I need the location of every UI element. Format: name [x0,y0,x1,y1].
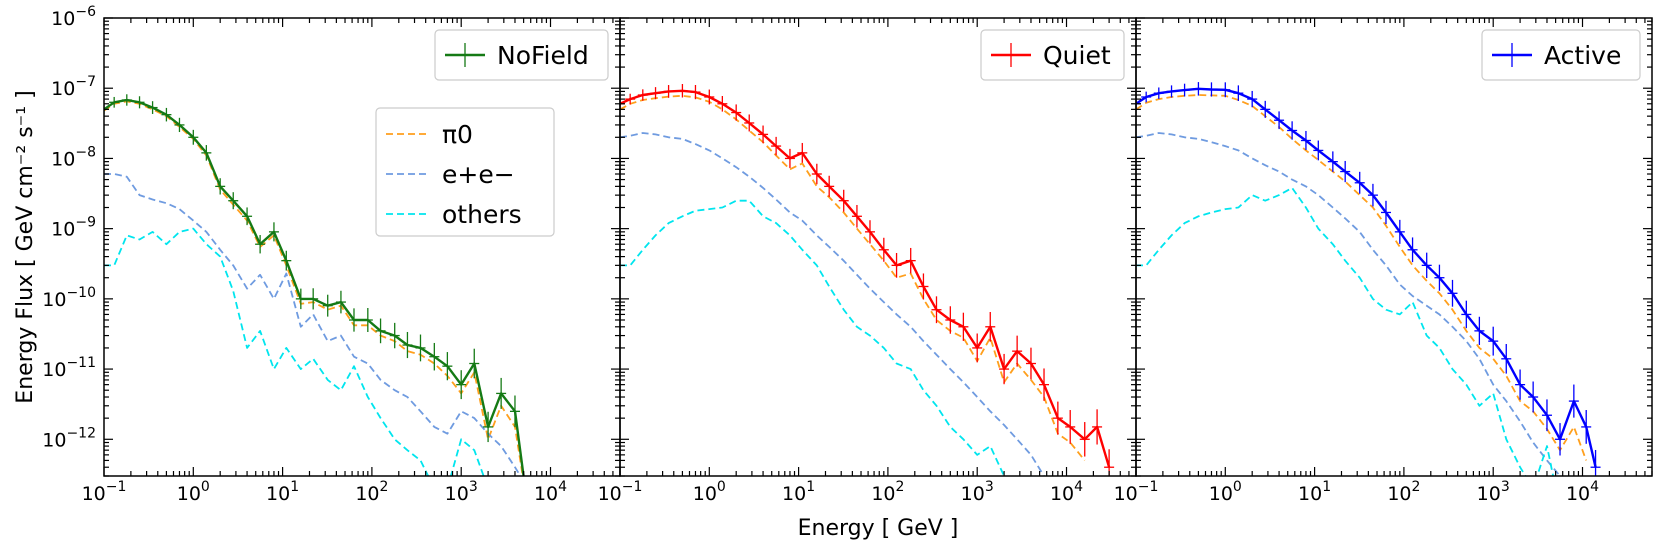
legend-box [980,29,1125,81]
y-tick-label: 10−8 [51,144,96,170]
data-layer [104,82,1601,476]
x-tick-label: 102 [355,479,388,505]
y-tick-label: 10−7 [51,74,96,100]
y-tick-label: 10−6 [51,4,96,30]
legend-quiet: Quiet [980,29,1125,81]
x-tick-label: 10−1 [1114,479,1159,505]
series-quiet-ee [620,132,1045,476]
x-tick-label: 101 [782,479,815,505]
x-tick-label: 104 [1566,479,1599,505]
legend-active: Active [1481,29,1641,81]
panel-quiet-frame [619,17,1137,477]
y-tick-label: 10−12 [42,425,96,451]
x-tick-label: 100 [693,479,726,505]
x-tick-label: 104 [1050,479,1083,505]
panel-active-frame [1135,17,1653,477]
x-tick-label: 103 [1477,479,1510,505]
legend-box [375,107,555,237]
series-active-0 [1136,94,1588,461]
panel-quiet-plot [620,84,1115,476]
x-tick-label: 101 [1298,479,1331,505]
x-tick-label: 10−1 [598,479,643,505]
x-tick-label: 103 [961,479,994,505]
x-tick-label: 102 [1387,479,1420,505]
y-tick-label: 10−10 [42,285,96,311]
legend-components: π0 e+e− others [375,107,555,237]
legend-label: Quiet [1043,41,1111,70]
x-tick-label: 10−1 [82,479,127,505]
panel-nofield-frame [103,17,621,477]
series-nofield-ee [104,173,522,476]
series-quiet-others [620,199,1006,476]
legend-box [1481,29,1641,81]
x-tick-label: 102 [871,479,904,505]
x-axis-label: Energy [ GeV ] [798,516,959,541]
series-nofield-others [104,227,485,476]
x-tick-label: 103 [445,479,478,505]
x-tick-label: 100 [177,479,210,505]
panel-active-plot [1136,82,1601,476]
panel-nofield-plot [104,94,525,476]
legend-label: Active [1544,41,1621,70]
legend-label: NoField [497,41,589,70]
series-active-ee [1136,132,1562,476]
y-axis-label: Energy Flux [ GeV cm⁻² s⁻¹ ] [13,90,38,403]
legend-layer: NoField Quiet Active π0 e+e− others [375,29,1641,237]
x-tick-label: 100 [1209,479,1242,505]
legend-nofield: NoField [434,29,609,81]
series-quiet-quiet [620,89,1111,468]
legend-label: others [442,200,522,229]
legend-box [434,29,609,81]
series-active-others [1136,186,1555,476]
y-tick-label: 10−11 [42,355,96,381]
x-tick-label: 104 [534,479,567,505]
x-tick-label: 101 [266,479,299,505]
legend-label: π0 [442,120,473,149]
axes-layer: 10−1 100 101 102 103 104 10−1 100 101 102 103 104 10… [42,4,1653,505]
series-active-active [1136,87,1597,468]
legend-label: e+e− [442,160,515,189]
series-quiet-0 [620,94,1086,461]
y-tick-label: 10−9 [51,215,96,241]
